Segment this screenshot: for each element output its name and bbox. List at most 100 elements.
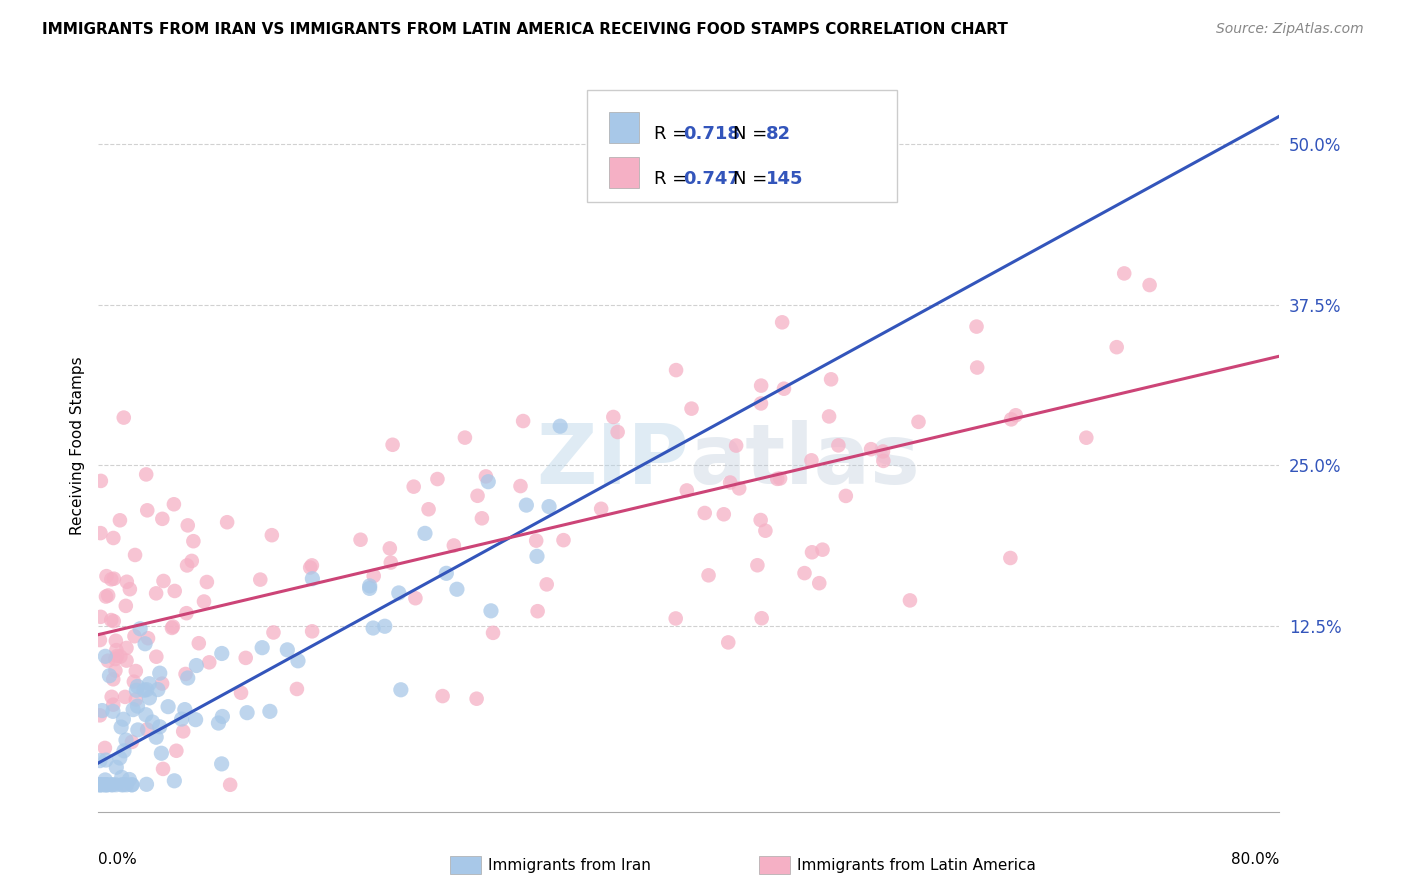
Point: [163, 584, 186, 599]
Point: [114, 690, 136, 704]
Point: [110, 720, 132, 734]
Point: [717, 635, 740, 649]
Point: [180, 554, 202, 568]
Point: [103, 673, 125, 687]
Point: [538, 500, 561, 514]
Point: [195, 574, 218, 589]
Point: [217, 515, 239, 529]
Point: [150, 512, 173, 526]
Point: [811, 542, 834, 557]
Point: [105, 760, 128, 774]
Point: [93, 778, 115, 792]
Point: [1105, 340, 1128, 354]
Point: [236, 706, 259, 720]
Point: [89, 778, 111, 792]
Point: [91, 704, 114, 718]
Point: [713, 508, 735, 522]
Point: [124, 629, 146, 643]
Point: [749, 513, 772, 527]
Point: [124, 548, 146, 562]
Point: [378, 541, 401, 556]
Point: [90, 474, 112, 488]
Point: [800, 453, 823, 467]
Point: [770, 315, 793, 329]
Point: [872, 454, 894, 468]
Y-axis label: Receiving Food Stamps: Receiving Food Stamps: [69, 357, 84, 535]
Point: [725, 439, 748, 453]
Point: [103, 572, 125, 586]
Text: Immigrants from Iran: Immigrants from Iran: [488, 858, 651, 872]
Point: [259, 704, 281, 718]
Point: [413, 526, 436, 541]
Text: 0.718: 0.718: [683, 125, 740, 143]
Point: [693, 506, 716, 520]
Point: [1139, 278, 1161, 293]
Point: [454, 431, 477, 445]
Point: [808, 576, 831, 591]
Text: atlas: atlas: [689, 420, 920, 501]
Text: 0.0%: 0.0%: [98, 852, 138, 867]
Point: [301, 572, 323, 586]
Point: [751, 611, 773, 625]
Point: [766, 472, 789, 486]
Point: [110, 649, 132, 664]
Point: [665, 363, 688, 377]
Point: [402, 480, 425, 494]
Point: [104, 778, 127, 792]
Point: [186, 658, 208, 673]
Point: [112, 744, 135, 758]
Point: [135, 467, 157, 482]
Point: [127, 680, 149, 694]
Point: [606, 425, 628, 439]
Point: [262, 625, 284, 640]
Point: [100, 778, 122, 792]
Point: [299, 560, 322, 574]
Point: [219, 778, 242, 792]
Point: [89, 778, 111, 792]
Point: [471, 511, 494, 525]
Point: [432, 689, 454, 703]
Point: [100, 690, 122, 704]
Text: 82: 82: [766, 125, 790, 143]
Point: [475, 469, 498, 483]
Point: [112, 410, 135, 425]
Point: [115, 654, 138, 668]
Point: [793, 566, 815, 581]
Point: [250, 640, 273, 655]
Point: [103, 614, 125, 628]
Point: [966, 319, 988, 334]
Point: [89, 708, 111, 723]
Point: [115, 640, 138, 655]
Point: [860, 442, 883, 457]
Point: [211, 709, 233, 723]
Point: [801, 545, 824, 559]
Point: [146, 682, 169, 697]
Point: [125, 683, 148, 698]
Point: [907, 415, 929, 429]
Point: [211, 756, 233, 771]
Point: [121, 735, 143, 749]
Point: [100, 613, 122, 627]
Point: [105, 643, 128, 657]
Point: [359, 579, 381, 593]
Point: [111, 770, 134, 784]
Point: [91, 778, 114, 792]
Point: [136, 632, 159, 646]
Point: [152, 762, 174, 776]
Point: [820, 372, 842, 386]
Point: [681, 401, 703, 416]
Point: [898, 593, 921, 607]
Point: [187, 636, 209, 650]
Point: [136, 723, 159, 737]
Point: [536, 577, 558, 591]
Point: [526, 604, 548, 618]
Point: [818, 409, 841, 424]
Point: [388, 586, 411, 600]
Point: [524, 533, 547, 548]
Point: [135, 707, 157, 722]
Point: [446, 582, 468, 597]
Point: [747, 558, 769, 573]
Point: [170, 712, 193, 726]
Text: R =: R =: [654, 125, 693, 143]
Point: [150, 746, 173, 760]
